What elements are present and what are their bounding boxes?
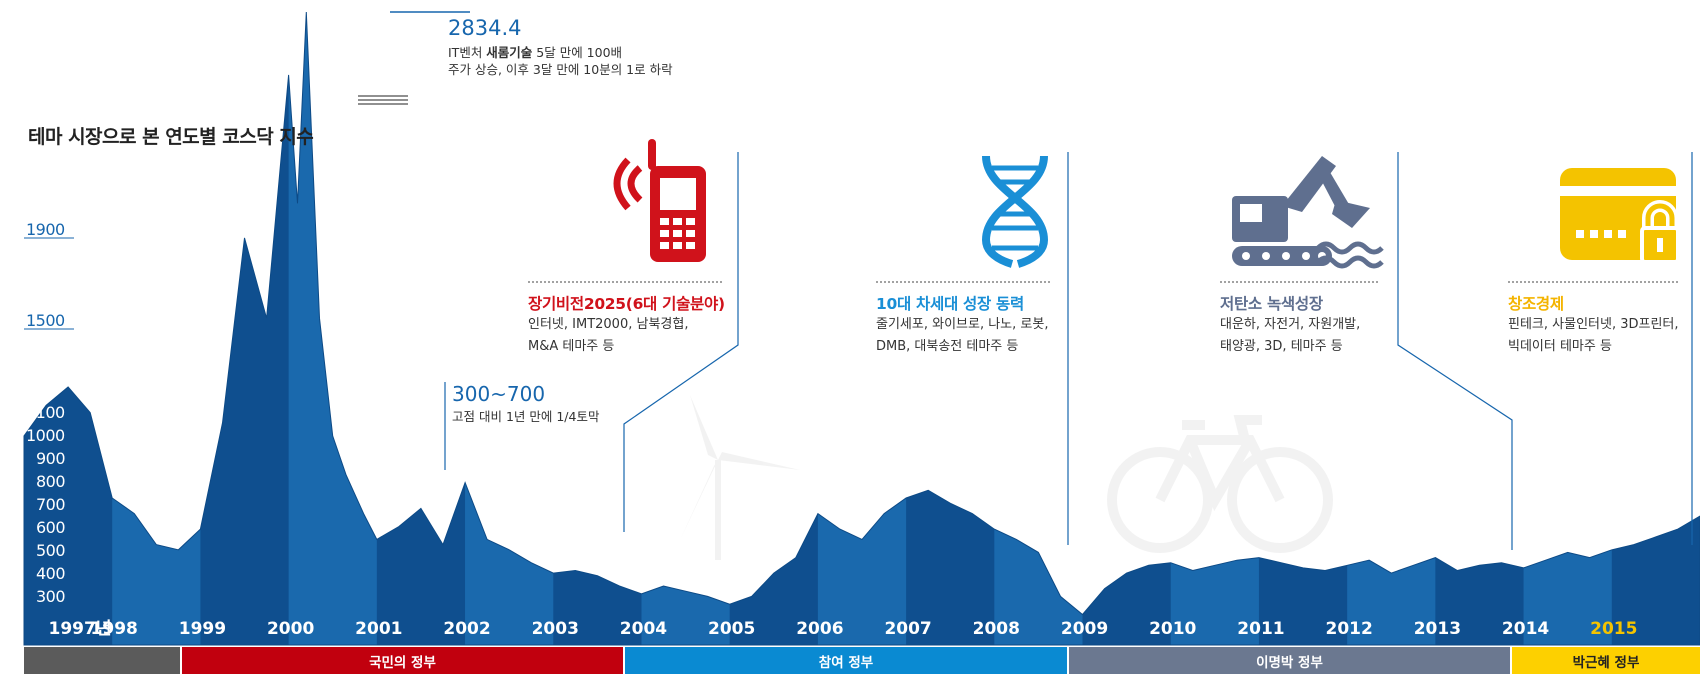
x-tick-label: 2007 (884, 619, 931, 639)
excavator-icon (1232, 156, 1384, 269)
wind-turbine-icon (680, 395, 800, 560)
peak-value: 2834.4 (448, 16, 522, 40)
data-area (24, 12, 1700, 645)
theme-title-4: 창조경제 (1508, 295, 1564, 313)
x-tick-label: 2004 (620, 619, 667, 639)
y-tick-label: 1000 (26, 426, 65, 445)
peak-marker-lines (358, 95, 408, 105)
x-tick-label: 2002 (443, 619, 490, 639)
y-tick-label: 1500 (26, 311, 65, 330)
x-tick-label: 2011 (1237, 619, 1284, 639)
year-area-band (729, 12, 819, 645)
x-tick-label: 2013 (1414, 619, 1461, 639)
mobile-phone-icon (613, 139, 706, 262)
government-band-roh-moo-hyun: 참여 정부 (625, 647, 1067, 674)
x-tick-label: 2012 (1325, 619, 1372, 639)
year-stripe (1347, 0, 1436, 645)
y-tick-label: 400 (36, 564, 66, 583)
y-tick-label: 600 (36, 518, 66, 537)
bicycle-icon (1107, 415, 1333, 553)
y-tick-label: 300 (36, 587, 66, 606)
x-tick-label: 2009 (1061, 619, 1108, 639)
government-band-kim-young-sam (24, 647, 180, 674)
trough-note: 고점 대비 1년 만에 1/4토막 (452, 409, 600, 424)
x-tick-label: 2006 (796, 619, 843, 639)
y-tick-label: 500 (36, 541, 66, 560)
theme-title-3: 저탄소 녹색성장 (1220, 295, 1323, 313)
year-area-band (1347, 12, 1436, 645)
theme-body-1: 인터넷, IMT2000, 남북경협, M&A 테마주 등 (528, 317, 689, 354)
theme-body-3: 대운하, 자전거, 자원개발, 태양광, 3D, 테마주 등 (1220, 317, 1361, 354)
x-tick-label: 2008 (973, 619, 1020, 639)
x-tick-label: 2015 (1590, 619, 1637, 639)
y-tick-label: 800 (36, 472, 66, 491)
peak-note: IT벤처 새롬기술 5달 만에 100배 주가 상승, 이후 3달 만에 10분… (448, 45, 673, 77)
credit-card-lock-icon (1560, 168, 1680, 264)
chart-title: 테마 시장으로 본 연도별 코스닥 지수 (28, 126, 314, 148)
theme-body-4: 핀테크, 사물인터넷, 3D프린터, 빅데이터 테마주 등 (1508, 317, 1679, 354)
y-tick-label: 1900 (26, 220, 65, 239)
y-tick-label: 900 (36, 449, 66, 468)
x-tick-label: 1999 (179, 619, 226, 639)
trough-value: 300~700 (452, 382, 546, 406)
y-tick-label: 1100 (26, 403, 65, 422)
year-area-band (376, 12, 466, 645)
theme-connector-lines (623, 152, 1693, 550)
x-tick-label: 2003 (532, 619, 579, 639)
year-area-band (200, 12, 290, 645)
x-tick-label: 2001 (355, 619, 402, 639)
y-gridline-ticks (24, 237, 74, 330)
government-band-park-geun-hye: 박근혜 정부 (1512, 647, 1700, 674)
government-band-kim-dae-jung: 국민의 정부 (182, 647, 623, 674)
x-tick-label: 1997년 (49, 619, 112, 639)
x-tick-label: 2005 (708, 619, 755, 639)
decorative-watermarks (680, 395, 1333, 560)
y-tick-label: 700 (36, 495, 66, 514)
x-tick-label: 1998 (91, 619, 138, 639)
series-line (23, 11, 1700, 646)
x-tick-label: 2010 (1149, 619, 1196, 639)
year-area-band (112, 12, 202, 645)
theme-title-2: 10대 차세대 성장 동력 (876, 295, 1024, 313)
x-tick-label: 2014 (1502, 619, 1549, 639)
dna-icon (981, 155, 1049, 268)
theme-title-1: 장기비전2025(6대 기술분야) (528, 295, 725, 313)
theme-body-2: 줄기세포, 와이브로, 나노, 로봇, DMB, 대북송전 테마주 등 (876, 317, 1049, 354)
government-band-lee-myung-bak: 이명박 정부 (1069, 647, 1510, 674)
x-tick-label: 2000 (267, 619, 314, 639)
